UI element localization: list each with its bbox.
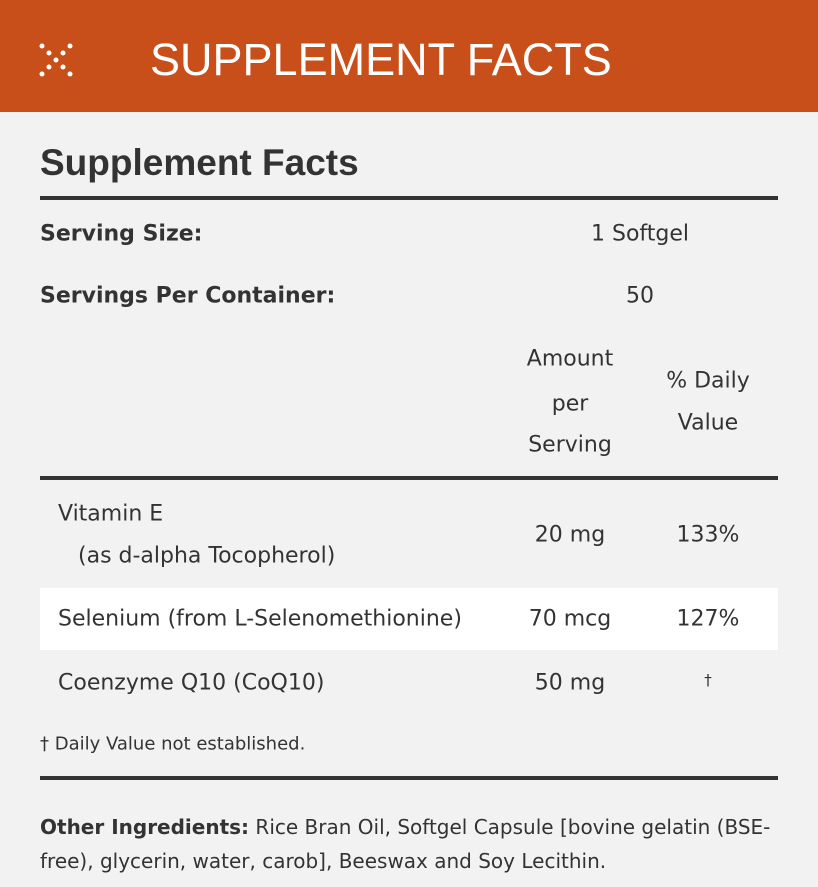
row-background [40, 588, 778, 650]
column-header: per [551, 391, 589, 417]
column-header: Serving [528, 432, 612, 458]
servings-value: 50 [626, 283, 654, 309]
servings-label: Servings Per Container: [40, 283, 336, 309]
header-title: SUPPLEMENT FACTS [150, 34, 612, 85]
other-ingredients-label: Other Ingredients: [40, 815, 250, 839]
nutrient-detail: (as d-alpha Tocopherol) [78, 543, 336, 569]
nutrient-daily-value: † [704, 671, 712, 689]
rule [40, 776, 778, 780]
nutrient-name: Selenium (from L-Selenomethionine) [58, 606, 462, 632]
header-bar: SUPPLEMENT FACTS [0, 0, 818, 112]
panel-title: Supplement Facts [40, 142, 359, 183]
column-header: % Daily [666, 368, 750, 394]
other-ingredients: Other Ingredients: Rice Bran Oil, Softge… [40, 810, 780, 878]
nutrient-amount: 20 mg [534, 522, 606, 548]
nutrient-name: Coenzyme Q10 (CoQ10) [58, 670, 325, 696]
nutrient-amount: 50 mg [534, 670, 606, 696]
nutrient-amount: 70 mcg [528, 606, 612, 632]
nutrient-name: Vitamin E [58, 501, 164, 527]
footnote: † Daily Value not established. [40, 733, 306, 755]
serving-size-value: 1 Softgel [590, 221, 690, 247]
column-header: Value [677, 410, 739, 436]
rule [40, 196, 778, 200]
rule [40, 476, 778, 480]
other-ingredients-text: Rice Bran Oil, Softgel Capsule [bovine g… [40, 815, 771, 873]
header-icon [39, 43, 73, 77]
column-header: Amount [526, 346, 614, 372]
serving-size-label: Serving Size: [40, 221, 203, 247]
nutrient-daily-value: 127% [676, 606, 740, 632]
nutrient-daily-value: 133% [676, 522, 740, 548]
